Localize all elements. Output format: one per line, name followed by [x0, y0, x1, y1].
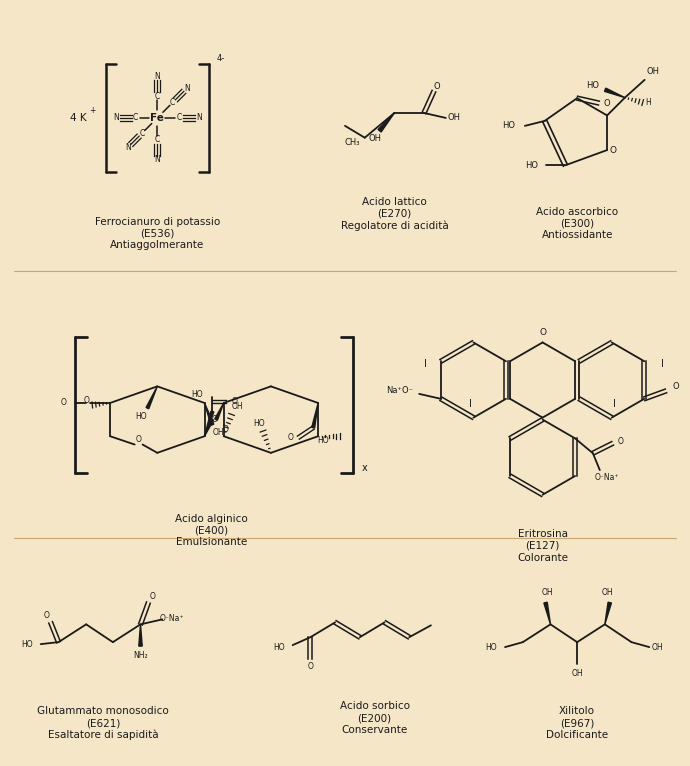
Text: OH: OH	[571, 669, 583, 679]
Text: O: O	[211, 415, 217, 424]
Text: C: C	[133, 113, 138, 123]
Text: O: O	[136, 435, 141, 444]
Text: Acido ascorbico
(E300)
Antiossidante: Acido ascorbico (E300) Antiossidante	[536, 207, 618, 240]
Text: O: O	[673, 382, 679, 391]
Text: HO: HO	[317, 436, 329, 445]
Text: O: O	[609, 146, 617, 155]
Text: O: O	[43, 611, 50, 620]
Text: HO: HO	[191, 390, 202, 399]
Polygon shape	[544, 602, 551, 624]
Text: N: N	[184, 84, 190, 93]
Text: I: I	[613, 399, 616, 409]
Text: I: I	[660, 359, 664, 369]
Text: O⁻Na⁺: O⁻Na⁺	[160, 614, 184, 623]
Text: x: x	[362, 463, 368, 473]
Text: Xilitolo
(E967)
Dolcificante: Xilitolo (E967) Dolcificante	[546, 706, 608, 740]
Text: NH₂: NH₂	[133, 652, 148, 660]
Polygon shape	[215, 403, 224, 421]
Text: +: +	[89, 106, 95, 114]
Text: O: O	[150, 592, 155, 601]
Polygon shape	[604, 88, 625, 97]
Text: OH: OH	[368, 134, 381, 143]
Text: N: N	[196, 113, 201, 123]
Text: H: H	[646, 98, 651, 107]
Text: OH: OH	[447, 113, 460, 123]
Text: Acido alginico
(E400)
Emulsionante: Acido alginico (E400) Emulsionante	[175, 514, 248, 548]
Text: I: I	[424, 359, 426, 369]
Polygon shape	[204, 403, 214, 425]
Text: Glutammato monosodico
(E621)
Esaltatore di sapidità: Glutammato monosodico (E621) Esaltatore …	[37, 706, 169, 740]
Text: C: C	[139, 129, 144, 138]
Polygon shape	[378, 113, 395, 132]
Text: Eritrosina
(E127)
Colorante: Eritrosina (E127) Colorante	[517, 529, 568, 562]
Text: HO: HO	[586, 81, 599, 90]
Text: O: O	[83, 395, 89, 404]
Text: O: O	[231, 397, 237, 406]
Polygon shape	[204, 419, 213, 436]
Text: HO: HO	[524, 161, 538, 170]
Text: Acido lattico
(E270)
Regolatore di acidità: Acido lattico (E270) Regolatore di acidi…	[341, 197, 448, 231]
Text: Na⁺O⁻: Na⁺O⁻	[386, 386, 413, 395]
Text: HO: HO	[486, 643, 497, 652]
Text: N: N	[125, 142, 131, 152]
Text: O: O	[539, 328, 546, 337]
Text: OH: OH	[213, 428, 224, 437]
Text: O: O	[433, 82, 440, 90]
Text: O: O	[223, 425, 228, 434]
Text: C: C	[155, 135, 160, 144]
Text: OH: OH	[646, 67, 659, 77]
Text: Acido sorbico
(E200)
Conservante: Acido sorbico (E200) Conservante	[339, 702, 410, 735]
Text: O: O	[61, 398, 66, 408]
Text: N: N	[155, 72, 160, 81]
Text: O: O	[288, 433, 293, 442]
Text: HO: HO	[136, 411, 147, 421]
Text: HO: HO	[273, 643, 285, 652]
Text: CH₃: CH₃	[344, 138, 359, 147]
Text: 4-: 4-	[217, 54, 225, 63]
Text: N: N	[155, 155, 160, 164]
Text: HO: HO	[253, 419, 265, 427]
Text: OH: OH	[542, 588, 553, 597]
Text: C: C	[177, 113, 181, 123]
Text: I: I	[469, 399, 472, 409]
Polygon shape	[605, 602, 611, 624]
Text: N: N	[113, 113, 119, 123]
Text: HO: HO	[21, 640, 33, 649]
Text: OH: OH	[651, 643, 663, 652]
Text: Fe: Fe	[150, 113, 164, 123]
Text: C: C	[155, 92, 160, 100]
Polygon shape	[312, 403, 318, 428]
Text: O: O	[308, 663, 313, 671]
Text: O: O	[618, 437, 624, 446]
Text: OH: OH	[602, 588, 613, 597]
Text: C: C	[170, 98, 175, 107]
Polygon shape	[146, 386, 157, 409]
Text: O: O	[604, 99, 610, 107]
Text: HO: HO	[502, 121, 515, 130]
Text: O⁻Na⁺: O⁻Na⁺	[595, 473, 619, 483]
Text: Ferrocianuro di potassio
(E536)
Antiaggolmerante: Ferrocianuro di potassio (E536) Antiaggo…	[95, 217, 220, 250]
Text: 4 K: 4 K	[70, 113, 86, 123]
Polygon shape	[139, 624, 142, 646]
Text: OH: OH	[232, 402, 244, 411]
Polygon shape	[204, 411, 214, 436]
